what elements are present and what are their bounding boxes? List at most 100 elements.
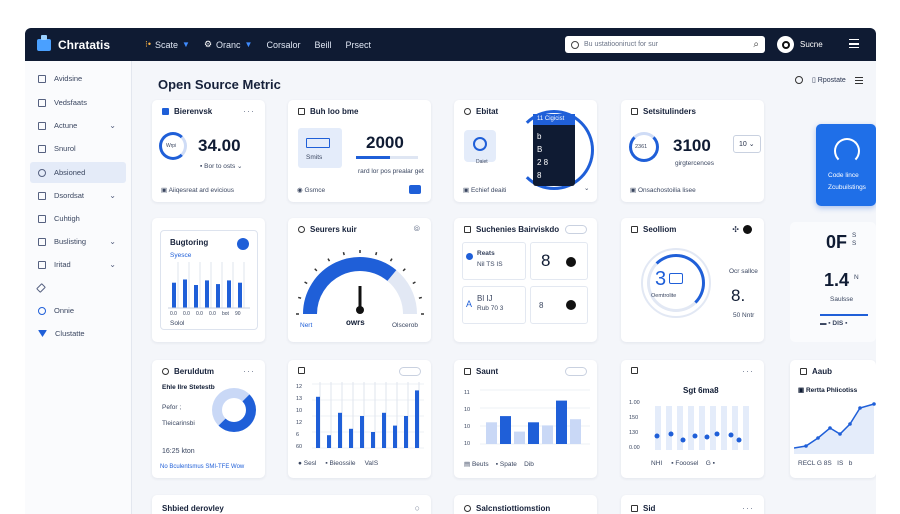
sidebar-item-vedsfaats[interactable]: Vedsfaats: [30, 92, 126, 113]
card-icon: [800, 368, 807, 375]
card-suchenies-bairviskdo[interactable]: Suchenies Bairviskdo Reats Nil TS IS 8 A…: [454, 218, 597, 342]
card-seolliom[interactable]: Seolliom ✣ 3 Oemtrolite Ocr sallce 8. 50…: [621, 218, 764, 342]
chart-bar: [172, 282, 176, 308]
tick-label: 60: [296, 444, 302, 450]
toggle[interactable]: [565, 367, 587, 376]
close-icon[interactable]: ○: [414, 503, 421, 513]
more-options-icon[interactable]: ···: [742, 503, 754, 513]
nav-item-beill[interactable]: Beill: [314, 39, 332, 50]
popup-panel: 11 Cigicist b B 2 8 8: [533, 114, 575, 186]
scatter-point: [728, 432, 734, 438]
search-submit-icon[interactable]: ⌕: [753, 39, 759, 50]
chevron-down-icon[interactable]: ⌄: [584, 185, 590, 192]
sidebar-item-avidsine[interactable]: Avidsine: [30, 68, 126, 89]
period-select[interactable]: 10 ⌄: [733, 135, 761, 153]
stat-tile: Reats Nil TS IS: [462, 242, 526, 280]
sidebar-item-cuhtigh[interactable]: Cuhtigh: [30, 208, 126, 229]
chart-legend: ▤ Beuts ▪ Spate Dib: [464, 461, 534, 468]
folder-icon: [38, 144, 46, 153]
box-icon: [669, 273, 683, 284]
card-shbied-derovley[interactable]: Shbied derovley ○: [152, 495, 431, 514]
nav-item-oranc[interactable]: ⚙ Oranc ▼: [203, 39, 253, 50]
card-icon: [631, 367, 638, 374]
more-options-icon[interactable]: ···: [243, 106, 255, 116]
tick-label: 10: [464, 441, 470, 447]
gauge-tick: [418, 296, 423, 299]
sidebar-item-onnie[interactable]: Onnie: [30, 300, 126, 321]
gauge-tick: [297, 296, 302, 299]
tick-label: 10: [464, 424, 470, 430]
card-buh-loo-bme[interactable]: Buh loo bme Smits 2000 rard lor pos prea…: [288, 100, 431, 202]
data-point: [804, 444, 808, 448]
column-band: [710, 406, 716, 450]
sidebar-item-link[interactable]: [30, 277, 126, 298]
sidebar-item-actune[interactable]: Actune ⌄: [30, 115, 126, 136]
chart-bar: [205, 280, 209, 308]
tick-label: 10: [464, 407, 470, 413]
open-icon[interactable]: [409, 185, 421, 194]
chart-bar: [349, 428, 353, 448]
column-band: [699, 406, 705, 450]
card-saunt[interactable]: Saunt 11 10 10 10 ▤ Beuts ▪ Spate Dib: [454, 360, 597, 478]
toggle[interactable]: [399, 367, 421, 376]
sidebar-item-snurol[interactable]: Snurol: [30, 138, 126, 159]
sidebar: Avidsine Vedsfaats Actune ⌄ Snurol Absion…: [25, 61, 132, 514]
card-ebitat[interactable]: Ebitat Daiet 11 Cigicist b B 2 8 8 ▣ Ech…: [454, 100, 597, 202]
pin-icon: [38, 121, 46, 130]
nav-item-corsalor[interactable]: Corsalor: [266, 39, 301, 50]
search-icon[interactable]: [795, 76, 803, 84]
card-icon: [631, 226, 638, 233]
card-sgt[interactable]: ··· Sgt 6ma8 1.00 150 130 0.00 NHI ▪ Fooose…: [621, 360, 764, 478]
nav-item-scate[interactable]: ⁝• Scate ▼: [145, 39, 190, 50]
more-options-icon[interactable]: ···: [742, 366, 754, 376]
card-code-lince[interactable]: Code lince Zcubuilstings: [816, 124, 876, 206]
card-beruldutm[interactable]: Beruldutm ··· Ehle Ilre Stetestb Pefor ;…: [152, 360, 265, 478]
card-bierenvsk[interactable]: Bierenvsk ··· Wrpi 34.00 ▪ Bor to osts ⌄…: [152, 100, 265, 202]
more-options-icon[interactable]: ⦾: [413, 224, 421, 233]
bar-chart: 12 13 10 12 6 60: [296, 382, 424, 450]
user-menu[interactable]: Sucne: [777, 36, 823, 53]
card-aaub[interactable]: Aaub ▣ Rertta Phlicotiss RECL G 8S IS b: [790, 360, 876, 478]
chart-bar: [371, 432, 375, 448]
scatter-chart: 1.00 150 130 0.00: [629, 400, 749, 451]
data-point: [816, 436, 820, 440]
top-nav: ⁝• Scate ▼ ⚙ Oranc ▼ Corsalor Beill Prse…: [145, 39, 371, 50]
tick-label: 0.0: [209, 311, 216, 316]
power-icon: [834, 138, 860, 164]
gauge: [296, 250, 424, 315]
sidebar-item-buslisting[interactable]: Buslisting ⌄: [30, 231, 126, 252]
nav-item-prsect[interactable]: Prsect: [345, 39, 372, 50]
report-button[interactable]: ▯ Rpostate: [812, 77, 846, 84]
sidebar-item-dsordsat[interactable]: Dsordsat ⌄: [30, 185, 126, 206]
chart-bar: [316, 396, 320, 448]
card-sid[interactable]: Sid ···: [621, 495, 764, 514]
card-bar-chart[interactable]: 12 13 10 12 6 60 ● Sesl ▪ Bieossile VaIS: [288, 360, 431, 478]
menu-icon[interactable]: [854, 76, 863, 84]
status-icon: [237, 238, 249, 250]
card-salcnstiottiomstion[interactable]: Salcnstiottiomstion: [454, 495, 597, 514]
sidebar-item-clustatte[interactable]: Clustatte: [30, 323, 126, 344]
avatar: [777, 36, 794, 53]
metric-sub: ▪ Bor to osts ⌄: [200, 163, 243, 170]
search-placeholder: Bu ustatiooniruct for sur: [584, 41, 658, 48]
card-seurers-kuir[interactable]: Seurers kuir ⦾ Nert owrs Olscerob: [288, 218, 431, 342]
tick-label: 13: [296, 396, 302, 402]
shield-icon: [38, 168, 46, 177]
more-options-icon[interactable]: ···: [243, 366, 255, 376]
card-bugtoring[interactable]: Bugtoring Syesce 0.0 0.0 0.0 0.0 bot 90 Solol: [152, 218, 265, 342]
chart-bar: [238, 282, 242, 308]
search-input[interactable]: Bu ustatiooniruct for sur ⌕: [565, 36, 765, 53]
column-band: [688, 406, 694, 450]
toggle[interactable]: [565, 225, 587, 234]
scatter-point: [680, 437, 686, 443]
metric-value: 2000: [366, 133, 404, 152]
tick-label: 12: [296, 384, 302, 390]
progress-fill: [356, 156, 391, 159]
chart-bar: [556, 400, 567, 444]
hamburger-menu-icon[interactable]: [849, 39, 859, 48]
card-setsitulinders[interactable]: Setsitulinders 2361 3100 10 ⌄ girgtercen…: [621, 100, 764, 202]
chart-bar: [327, 435, 331, 448]
sidebar-item-iritad[interactable]: Iritad ⌄: [30, 254, 126, 275]
app-brand[interactable]: Chratatis: [37, 34, 145, 52]
sidebar-item-absioned[interactable]: Absioned: [30, 162, 126, 183]
